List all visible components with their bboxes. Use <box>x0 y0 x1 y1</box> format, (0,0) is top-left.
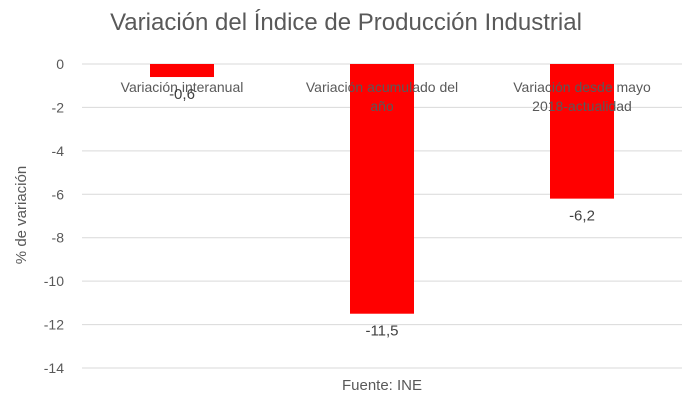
y-tick-label: -4 <box>52 143 65 159</box>
data-label: -11,5 <box>365 323 398 340</box>
y-axis-ticks: 0 -2 -4 -6 -8 -10 -12 -14 <box>44 56 64 376</box>
bar <box>350 64 414 314</box>
data-labels: -0,6 -11,5 -6,2 <box>169 86 595 340</box>
category-label: Variación interanual <box>121 79 244 95</box>
y-tick-label: -14 <box>44 360 64 376</box>
y-tick-label: -12 <box>44 317 64 333</box>
category-label-line: Variación interanual <box>121 79 244 95</box>
y-axis-label: % de variación <box>13 166 30 264</box>
category-label: Variación acumulado del año <box>306 79 458 114</box>
category-label: Variación desde mayo 2018-actualidad <box>513 79 651 114</box>
bar <box>150 64 214 78</box>
y-tick-label: -8 <box>52 230 65 246</box>
category-labels: Variación interanual Variación acumulado … <box>121 79 651 114</box>
category-label-line: Variación desde mayo <box>513 79 651 95</box>
category-label-line: Variación acumulado del <box>306 79 458 95</box>
bar <box>550 64 614 199</box>
data-label: -6,2 <box>569 208 595 225</box>
x-axis-label: Fuente: INE <box>342 377 422 394</box>
chart-title: Variación del Índice de Producción Indus… <box>110 9 582 36</box>
y-tick-label: -10 <box>44 273 64 289</box>
bars <box>150 64 614 314</box>
y-tick-label: 0 <box>56 56 64 72</box>
data-label: -0,6 <box>169 86 195 103</box>
category-label-line: 2018-actualidad <box>532 98 632 114</box>
y-tick-label: -2 <box>52 99 65 115</box>
category-label-line: año <box>370 98 394 114</box>
y-tick-label: -6 <box>52 186 65 202</box>
